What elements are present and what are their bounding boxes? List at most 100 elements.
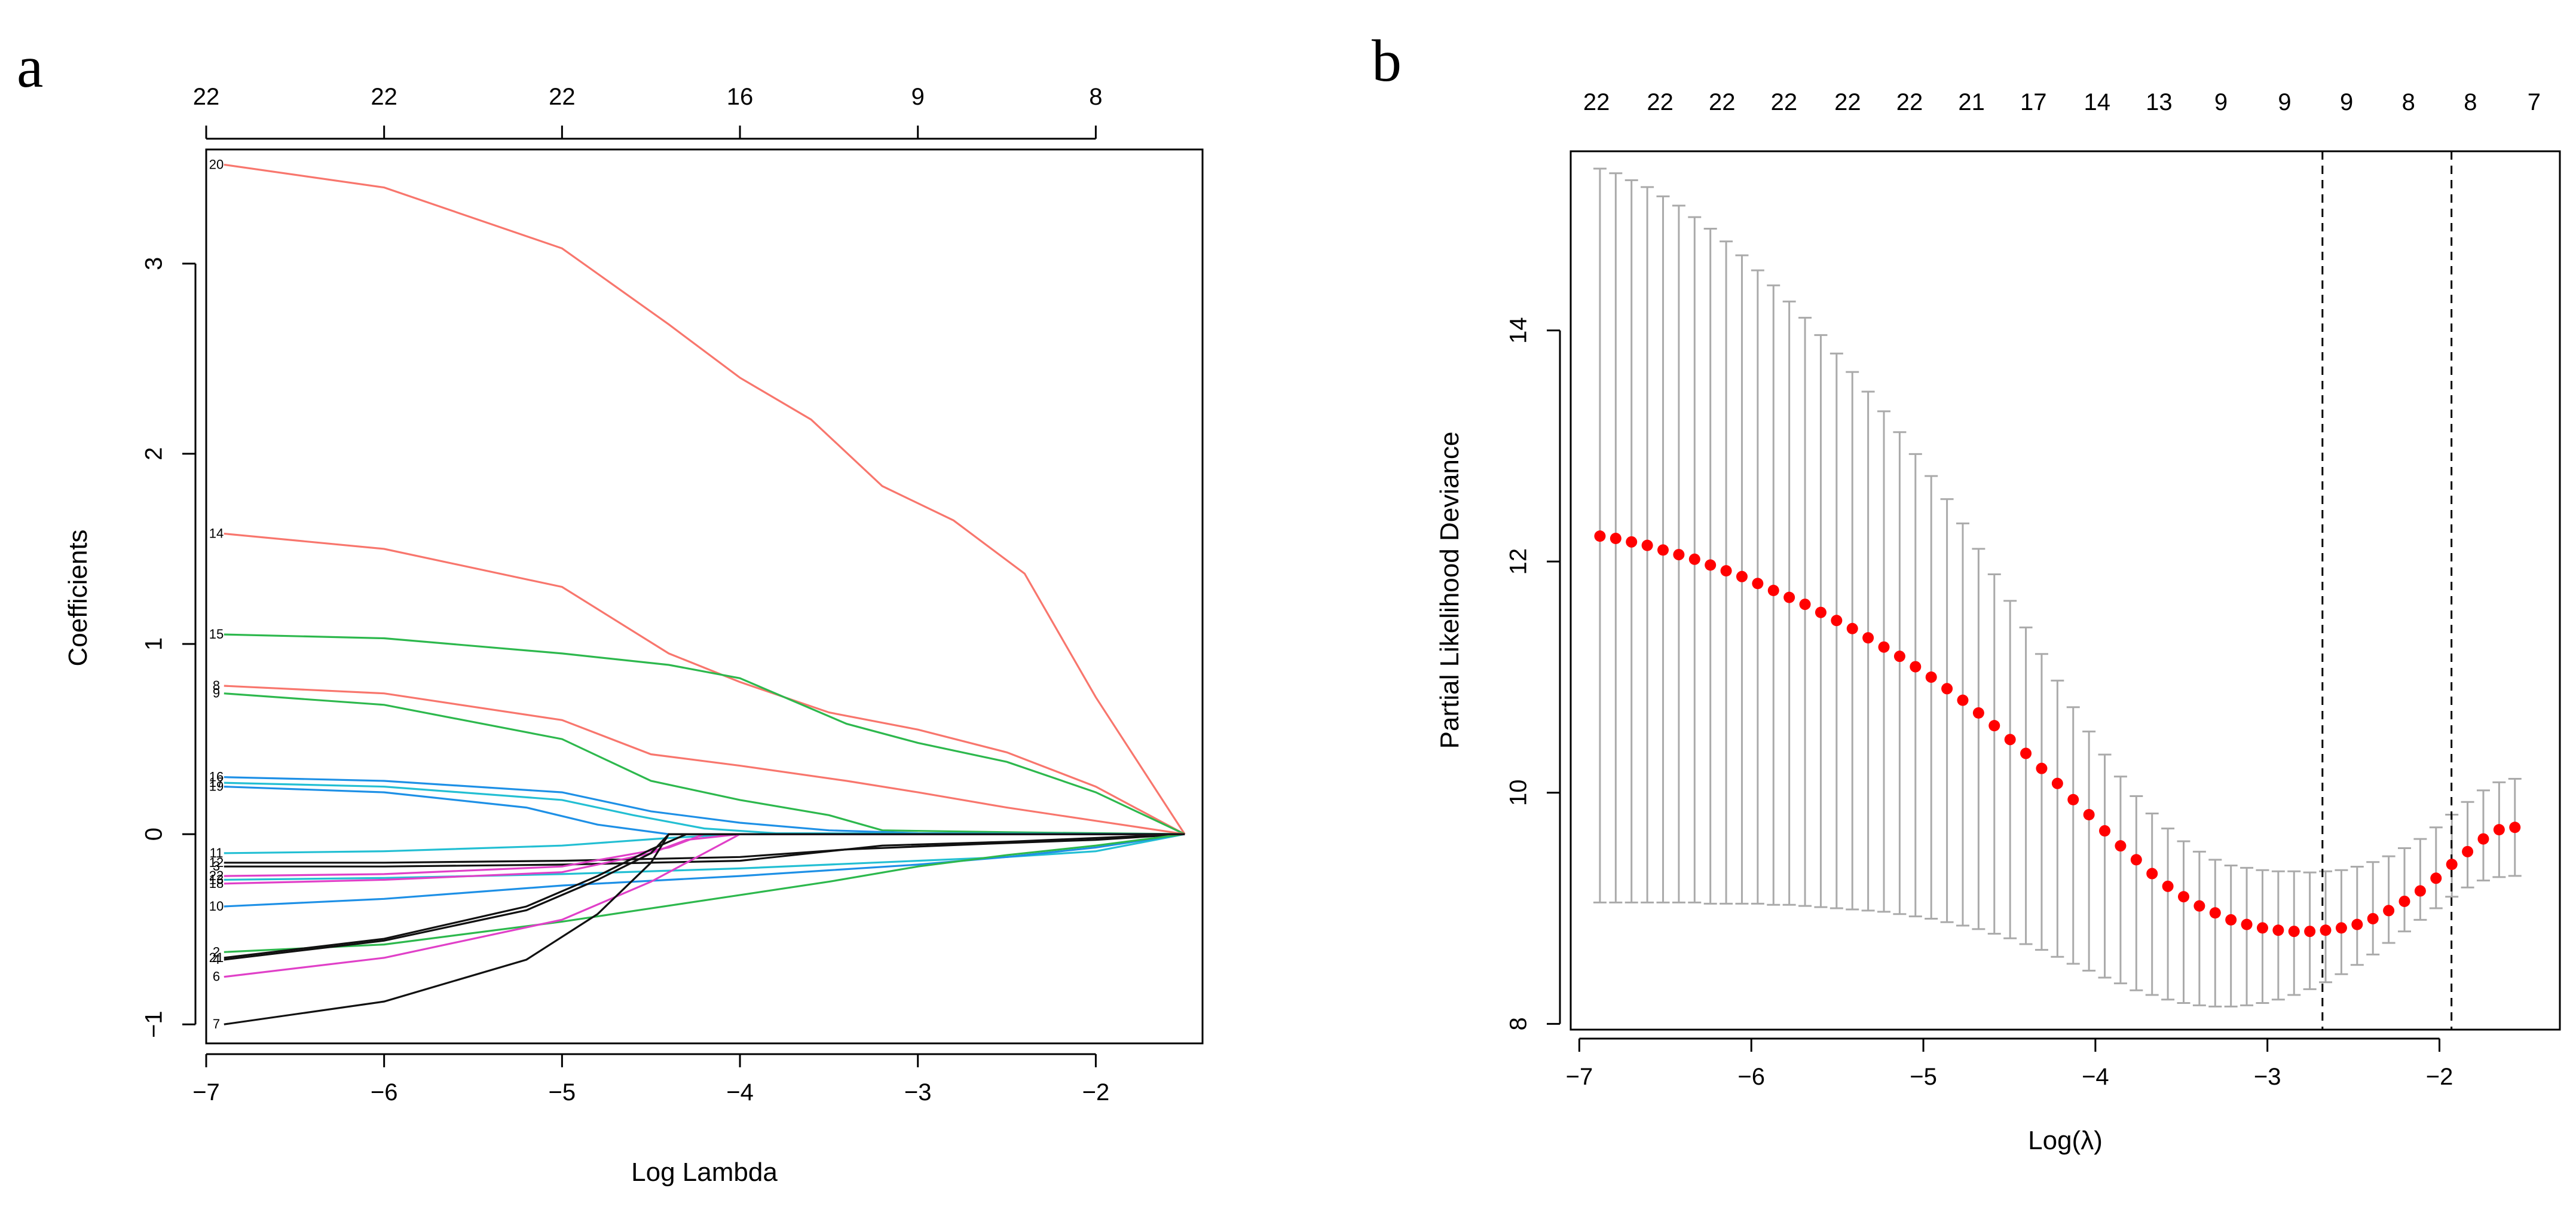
x-tick-label: −7 <box>1566 1064 1593 1090</box>
mean-point <box>2288 926 2300 938</box>
mean-point <box>2241 918 2253 930</box>
mean-point <box>1752 578 1764 590</box>
series-label-15: 15 <box>209 627 224 642</box>
mean-point <box>2430 872 2442 884</box>
mean-point <box>1673 549 1685 561</box>
mean-point <box>2177 891 2189 903</box>
series-label-14: 14 <box>209 526 224 541</box>
series-line-19 <box>224 786 1185 835</box>
mean-point <box>1688 553 1700 565</box>
series-label-9: 9 <box>213 686 220 701</box>
top-axis-label: 17 <box>2020 89 2047 115</box>
series-line-8 <box>224 685 1185 835</box>
mean-point <box>2367 912 2379 924</box>
top-axis-label: 22 <box>1896 89 1923 115</box>
mean-point <box>1610 533 1622 545</box>
top-tick-label: 8 <box>1089 84 1102 110</box>
series-line-12 <box>224 833 1185 864</box>
mean-point <box>2115 840 2127 852</box>
mean-point <box>2004 734 2016 746</box>
panel-b-cross-validation: −7−6−5−4−3−22222222222222117141399988708… <box>1435 89 2561 1155</box>
y-tick-label: 8 <box>1506 1017 1532 1030</box>
mean-point <box>1594 530 1606 542</box>
series-label-4: 4 <box>213 952 220 967</box>
top-axis-label: 22 <box>1647 89 1674 115</box>
x-tick-label: −5 <box>1910 1064 1937 1090</box>
y-tick-label: −1 <box>141 1010 167 1038</box>
mean-point <box>2067 793 2079 805</box>
panel-b-letter: b <box>1372 28 1402 94</box>
top-axis-label: 21 <box>1958 89 1985 115</box>
panel-b-error-bars <box>1593 167 2522 1008</box>
mean-point <box>2146 868 2158 880</box>
series-label-3: 3 <box>213 859 220 874</box>
y-tick-label: 10 <box>1506 780 1532 807</box>
top-axis-label: 22 <box>1709 89 1736 115</box>
top-axis-label: 8 <box>2464 89 2477 115</box>
top-axis-label: 9 <box>2278 89 2291 115</box>
series-label-22: 22 <box>209 868 224 883</box>
mean-point <box>1893 651 1905 662</box>
mean-point <box>1831 615 1843 627</box>
mean-point <box>1799 599 1811 610</box>
x-tick-label: −3 <box>904 1079 932 1106</box>
mean-point <box>1957 694 1969 706</box>
series-line-7 <box>224 833 1185 1025</box>
top-tick-label: 9 <box>911 84 925 110</box>
series-line-20 <box>224 163 1186 835</box>
top-axis-label: 9 <box>2340 89 2353 115</box>
panel-b-lambda-lines <box>2321 151 2453 1030</box>
top-tick-label: 22 <box>193 84 220 110</box>
panel-a-x-axis-title: Log Lambda <box>631 1158 778 1187</box>
x-tick-label: −6 <box>1737 1064 1765 1090</box>
series-label-20: 20 <box>209 157 224 172</box>
series-label-10: 10 <box>209 899 224 914</box>
mean-point <box>1657 544 1669 556</box>
y-tick-label: 12 <box>1506 548 1532 575</box>
mean-point <box>2462 845 2474 857</box>
x-tick-label: −2 <box>1082 1079 1110 1106</box>
mean-point <box>2225 914 2237 926</box>
top-axis-label: 22 <box>1583 89 1610 115</box>
x-tick-label: −4 <box>2082 1064 2109 1090</box>
x-tick-label: −7 <box>192 1079 220 1106</box>
top-tick-label: 16 <box>727 84 754 110</box>
mean-point <box>2083 808 2095 820</box>
series-label-17: 17 <box>209 775 224 790</box>
mean-point <box>2130 854 2142 866</box>
mean-point <box>1815 606 1827 618</box>
series-label-18: 18 <box>209 876 224 891</box>
panel-b-x-axis-title: Log(λ) <box>2028 1126 2103 1155</box>
mean-point <box>2036 762 2048 774</box>
y-tick-label: 14 <box>1506 317 1532 344</box>
mean-point <box>2099 825 2111 837</box>
top-tick-label: 22 <box>371 84 397 110</box>
mean-point <box>2446 859 2458 871</box>
mean-point <box>1720 565 1732 577</box>
mean-point <box>2493 824 2505 836</box>
mean-point <box>1626 536 1638 548</box>
mean-point <box>2272 924 2284 936</box>
mean-point <box>2414 885 2426 897</box>
series-line-15 <box>224 633 1185 835</box>
mean-point <box>2383 905 2395 917</box>
mean-point <box>2398 895 2410 907</box>
mean-point <box>1783 591 1795 603</box>
panel-b-y-axis-title: Partial Likelihood Deviance <box>1435 432 1464 749</box>
series-label-21: 21 <box>209 950 224 965</box>
mean-point <box>2256 922 2268 934</box>
mean-point <box>2020 747 2032 759</box>
series-label-2: 2 <box>213 944 220 959</box>
mean-point <box>2509 822 2521 834</box>
y-tick-label: 0 <box>141 828 167 841</box>
series-line-10 <box>224 833 1185 908</box>
mean-point <box>1878 641 1890 653</box>
panel-b-plot-frame <box>1570 150 2561 1031</box>
series-label-12: 12 <box>209 855 224 870</box>
mean-point <box>1862 632 1874 644</box>
y-tick-label: 3 <box>141 257 167 270</box>
